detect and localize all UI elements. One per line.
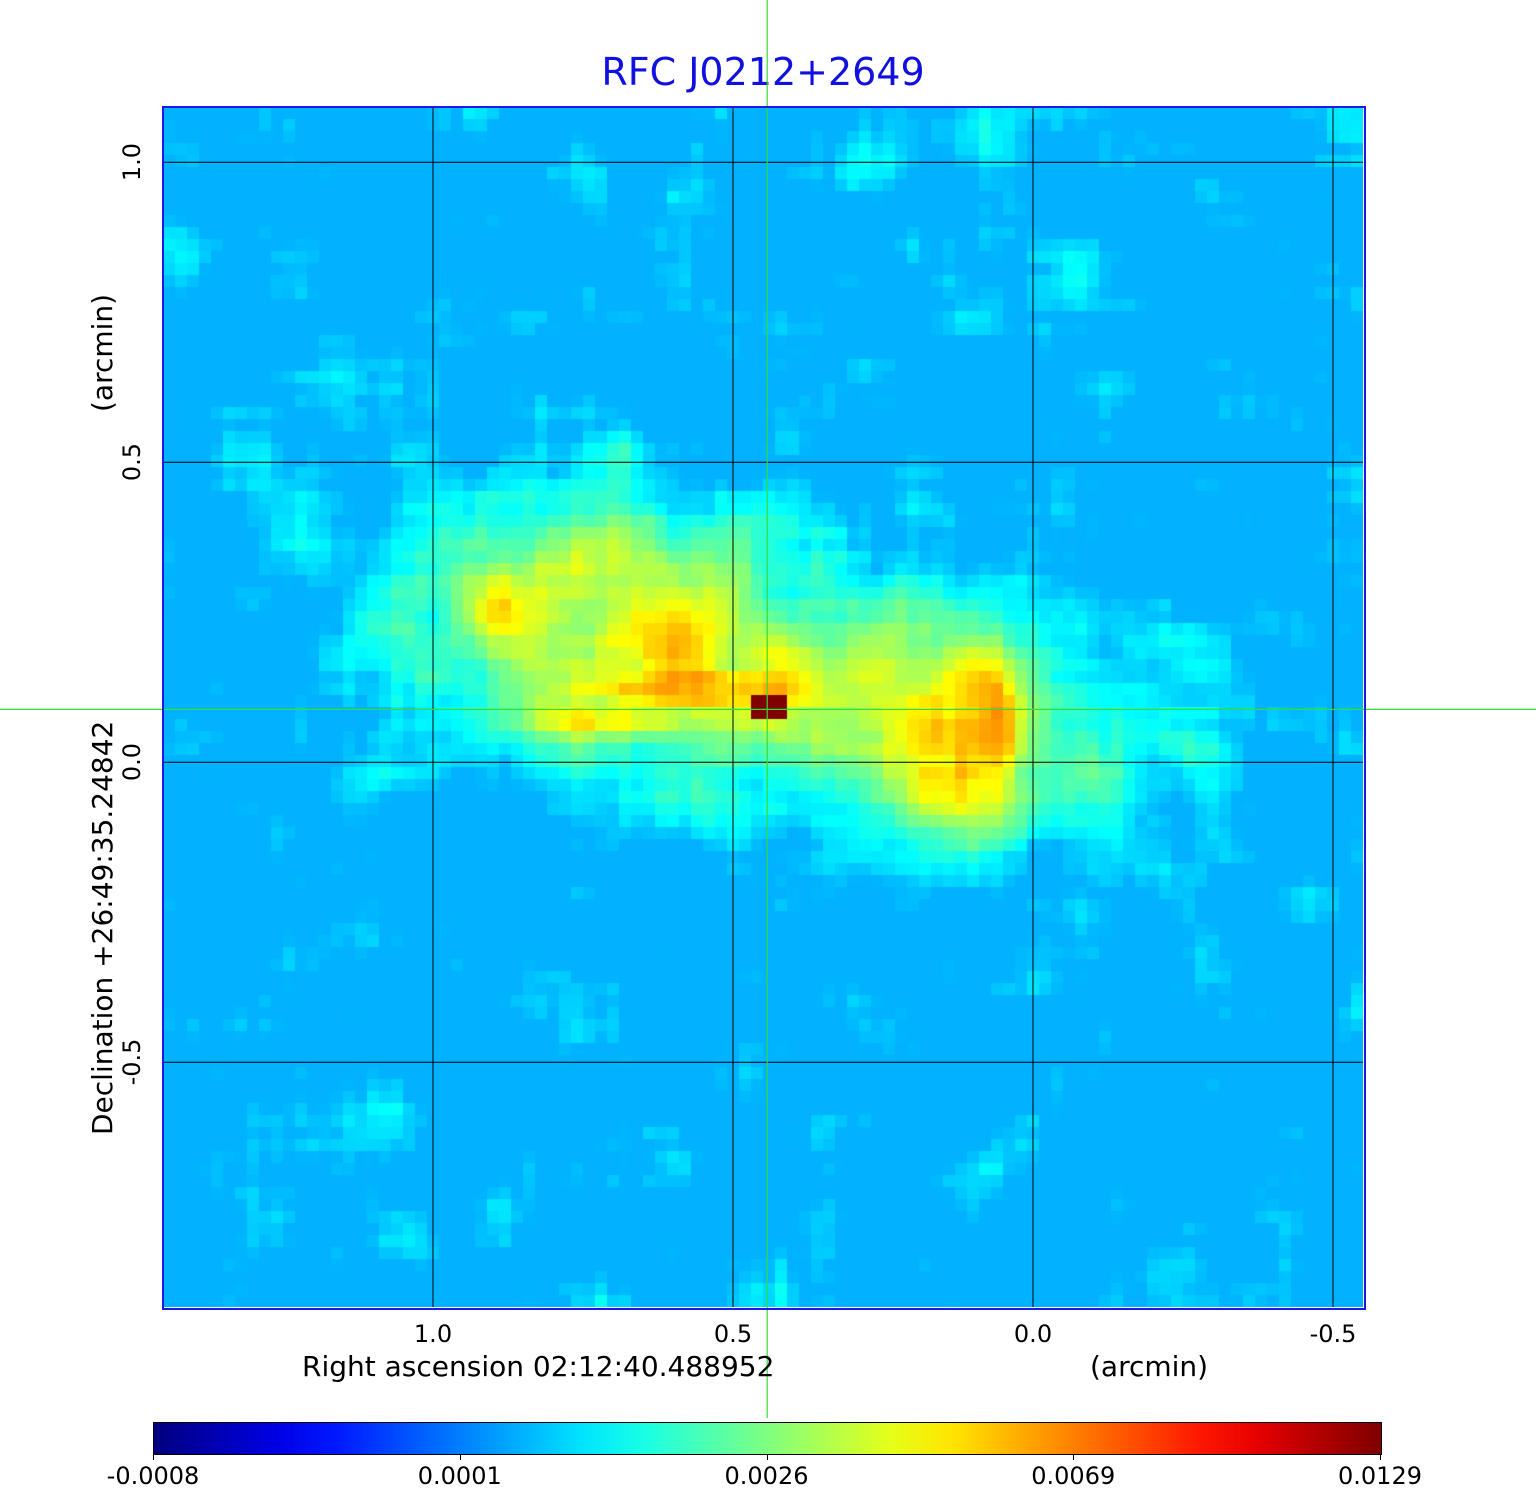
x-tick-label: 1.0: [413, 1320, 453, 1348]
grid-lines: [163, 107, 1363, 1307]
x-tick-label: -0.5: [1309, 1320, 1357, 1348]
colorbar-tick-label: 0.0129: [1338, 1462, 1422, 1490]
plot-frame: [162, 106, 1366, 1310]
colorbar-tick-label: 0.0069: [1031, 1462, 1116, 1490]
colorbar-tick: [153, 1454, 154, 1460]
colorbar-tick: [1073, 1454, 1075, 1460]
x-axis-label: Right ascension 02:12:40.488952: [302, 1350, 775, 1383]
y-tick-label: 0.0: [118, 743, 146, 782]
y-axis-unit: (arcmin): [86, 293, 119, 412]
colorbar-tick-label: -0.0008: [106, 1462, 200, 1490]
colorbar-tick-label: 0.0026: [724, 1462, 809, 1490]
y-axis-label: Declination +26:49:35.24842: [86, 720, 119, 1135]
colorbar-tick: [459, 1454, 461, 1460]
chart-title: RFC J0212+2649: [601, 50, 925, 94]
colorbar-tick: [1380, 1454, 1381, 1460]
y-tick-label: 0.5: [118, 443, 146, 482]
x-tick-label: 0.0: [1013, 1320, 1053, 1348]
colorbar-tick-label: 0.0001: [417, 1462, 502, 1490]
y-tick-label: 1.0: [118, 143, 146, 182]
x-axis-unit: (arcmin): [1090, 1350, 1209, 1383]
x-tick-label: 0.5: [713, 1320, 753, 1348]
radio-intensity-map: [163, 107, 1363, 1307]
colorbar-tick: [766, 1454, 768, 1460]
y-tick-label: -0.5: [118, 1038, 146, 1086]
colorbar: [153, 1422, 1382, 1455]
